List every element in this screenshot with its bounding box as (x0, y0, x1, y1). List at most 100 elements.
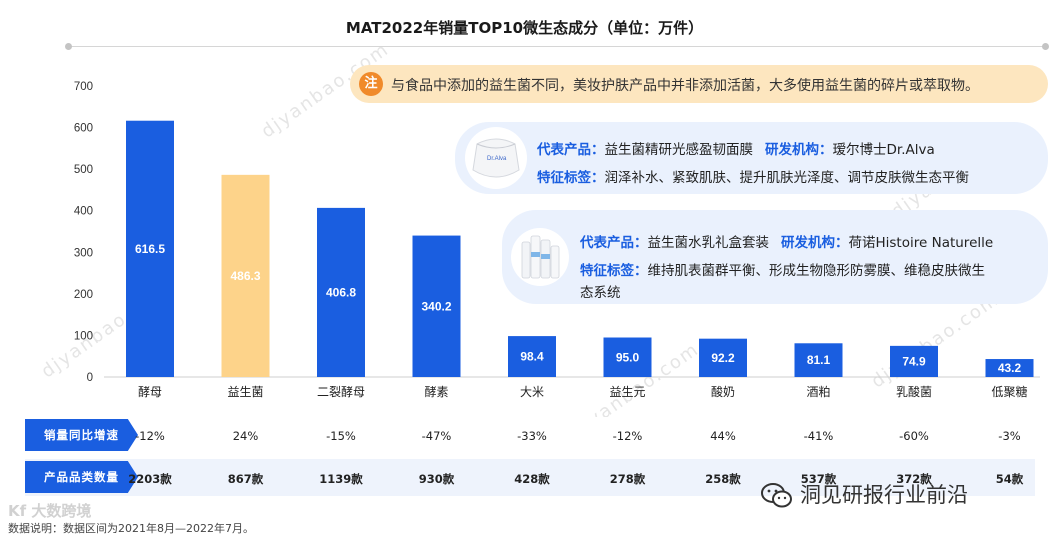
card2-org: 荷诺Histoire Naturelle (848, 235, 994, 251)
bar-chart: 0 100 200 300 400 500 600 700 616.5 486.3 406.8 34… (74, 81, 1040, 399)
x-tick-label: 乳酸菌 (896, 384, 932, 399)
bar-value-label: 406.8 (326, 285, 356, 299)
bottle-set-product-image (511, 228, 569, 286)
count-cell: 867款 (227, 472, 264, 486)
wechat-icon (761, 483, 792, 508)
bar (412, 235, 461, 377)
card2-tags-line: 特征标签：维持肌表菌群平衡、形成生物隐形防雾膜、维稳皮肤微生 (580, 259, 985, 279)
card2-tags-1: 维持肌表菌群平衡、形成生物隐形防雾膜、维稳皮肤微生 (647, 263, 986, 279)
x-tick-label: 益生元 (609, 385, 645, 399)
card1-tag-label: 特征标签： (537, 170, 605, 186)
card2-tags-line-2: 态系统 (580, 281, 621, 301)
bars (126, 120, 1034, 377)
count-cell: 537款 (800, 472, 837, 486)
growth-cell: -12% (612, 429, 643, 443)
bar (794, 343, 843, 377)
card2-tag-label: 特征标签： (580, 263, 648, 279)
bar (985, 359, 1034, 377)
card1-org: 瑷尔博士Dr.Alva (832, 142, 935, 158)
product-card-2: 代表产品：益生菌水乳礼盒套装 研发机构：荷诺Histoire Naturelle … (502, 210, 1048, 304)
x-tick-label: 益生菌 (227, 385, 263, 399)
x-axis-ticks: 酵母 益生菌 二裂酵母 酵素 大米 益生元 酸奶 酒粕 乳酸菌 低聚糖 (138, 384, 1028, 399)
x-tick-label: 酵母 (138, 385, 162, 399)
growth-cell: -3% (998, 429, 1021, 443)
growth-cell: 24% (232, 429, 259, 443)
bar (508, 336, 556, 377)
card1-tags-line: 特征标签：润泽补水、紧致肌肤、提升肌肤光泽度、调节皮肤微生态平衡 (537, 166, 969, 186)
card2-product: 益生菌水乳礼盒套装 (647, 235, 770, 251)
y-tick-label: 200 (74, 289, 93, 301)
bar-value-label: 340.2 (421, 299, 451, 313)
x-tick-label: 大米 (520, 385, 544, 399)
y-tick-label: 400 (74, 206, 93, 218)
y-tick-label: 0 (87, 372, 93, 384)
count-cell: 428款 (514, 472, 550, 486)
growth-cell: -41% (803, 429, 834, 443)
growth-row-label: 销量同比增速 (25, 419, 138, 451)
count-cell: 278款 (609, 472, 646, 486)
bar (890, 345, 938, 377)
growth-cell: -33% (517, 429, 547, 443)
bar (603, 337, 652, 377)
card1-org-label: 研发机构： (765, 142, 833, 158)
count-row-band (25, 459, 1035, 496)
divider-dot-right (1042, 43, 1049, 50)
bar-value-label: 92.2 (711, 351, 735, 365)
bar-value-label: 81.1 (807, 353, 831, 367)
count-cell: 930款 (418, 472, 455, 486)
x-tick-label: 酸奶 (711, 384, 735, 399)
card1-product-line: 代表产品：益生菌精研光感盈韧面膜 研发机构：瑷尔博士Dr.Alva (537, 138, 935, 158)
bar-value-labels: 616.5 486.3 406.8 340.2 98.4 95.0 92.2 81.1 74.9… (135, 242, 1022, 375)
mask-bag-brand-text: Dr.Alva (487, 156, 507, 162)
divider-dot-left (65, 43, 72, 50)
card2-product-label: 代表产品： (580, 235, 648, 251)
card2-org-label: 研发机构： (781, 235, 849, 251)
count-cell: 1139款 (319, 472, 363, 486)
x-tick-label: 二裂酵母 (317, 385, 365, 399)
x-tick-label: 酵素 (424, 385, 448, 399)
bar-value-label: 98.4 (520, 350, 544, 364)
x-tick-label: 低聚糖 (991, 384, 1027, 399)
bar-value-label: 74.9 (902, 354, 926, 368)
y-tick-label: 300 (74, 247, 93, 259)
bar-value-label: 95.0 (616, 350, 640, 364)
note-banner: 注 与食品中添加的益生菌不同，美妆护肤产品中并非添加活菌，大多使用益生菌的碎片或… (350, 65, 1048, 103)
chart-title: MAT2022年销量TOP10微生态成分（单位：万件） (345, 19, 704, 37)
card1-product: 益生菌精研光感盈韧面膜 (604, 142, 754, 158)
bar-value-label: 43.2 (998, 361, 1022, 375)
count-row-label: 产品品类数量 (25, 461, 138, 493)
note-text: 与食品中添加的益生菌不同，美妆护肤产品中并非添加活菌，大多使用益生菌的碎片或萃取… (391, 78, 979, 94)
x-tick-label: 酒粕 (806, 384, 830, 399)
y-tick-label: 600 (74, 123, 93, 135)
growth-row-band (25, 417, 1035, 454)
title-divider (68, 46, 1046, 47)
product-card-1: Dr.Alva 代表产品：益生菌精研光感盈韧面膜 研发机构：瑷尔博士Dr.Alva… (455, 122, 1048, 194)
y-tick-label: 100 (74, 330, 93, 342)
count-cell: 258款 (705, 472, 741, 486)
count-cell: 2203款 (128, 472, 172, 486)
bar (221, 174, 270, 377)
bar (317, 207, 365, 377)
card1-tags: 润泽补水、紧致肌肤、提升肌肤光泽度、调节皮肤微生态平衡 (604, 170, 970, 186)
wechat-account-name: 洞见研报行业前沿 (800, 483, 968, 507)
card2-tags-2: 态系统 (580, 285, 621, 301)
note-badge: 注 (359, 72, 383, 96)
bar (126, 120, 174, 377)
count-cell: 372款 (896, 472, 932, 486)
growth-cell: -15% (326, 429, 356, 443)
bar-value-label: 486.3 (230, 269, 260, 283)
card1-product-label: 代表产品： (537, 142, 605, 158)
footnote: 数据说明：数据区间为2021年8月—2022年7月。 (8, 522, 254, 535)
y-tick-label: 500 (74, 164, 93, 176)
bar (699, 338, 747, 377)
brand-watermark: Kf 大数跨境 (8, 502, 92, 520)
card2-product-line: 代表产品：益生菌水乳礼盒套装 研发机构：荷诺Histoire Naturelle (580, 231, 993, 251)
growth-cell: -60% (899, 429, 929, 443)
mask-bag-product-image: Dr.Alva (465, 127, 527, 189)
growth-cell: -47% (421, 429, 452, 443)
growth-cell: 44% (710, 429, 736, 443)
y-tick-label: 700 (74, 81, 93, 93)
y-axis-ticks: 0 100 200 300 400 500 600 700 (74, 81, 93, 384)
growth-cell: -12% (135, 429, 165, 443)
count-cell: 54款 (995, 472, 1024, 486)
